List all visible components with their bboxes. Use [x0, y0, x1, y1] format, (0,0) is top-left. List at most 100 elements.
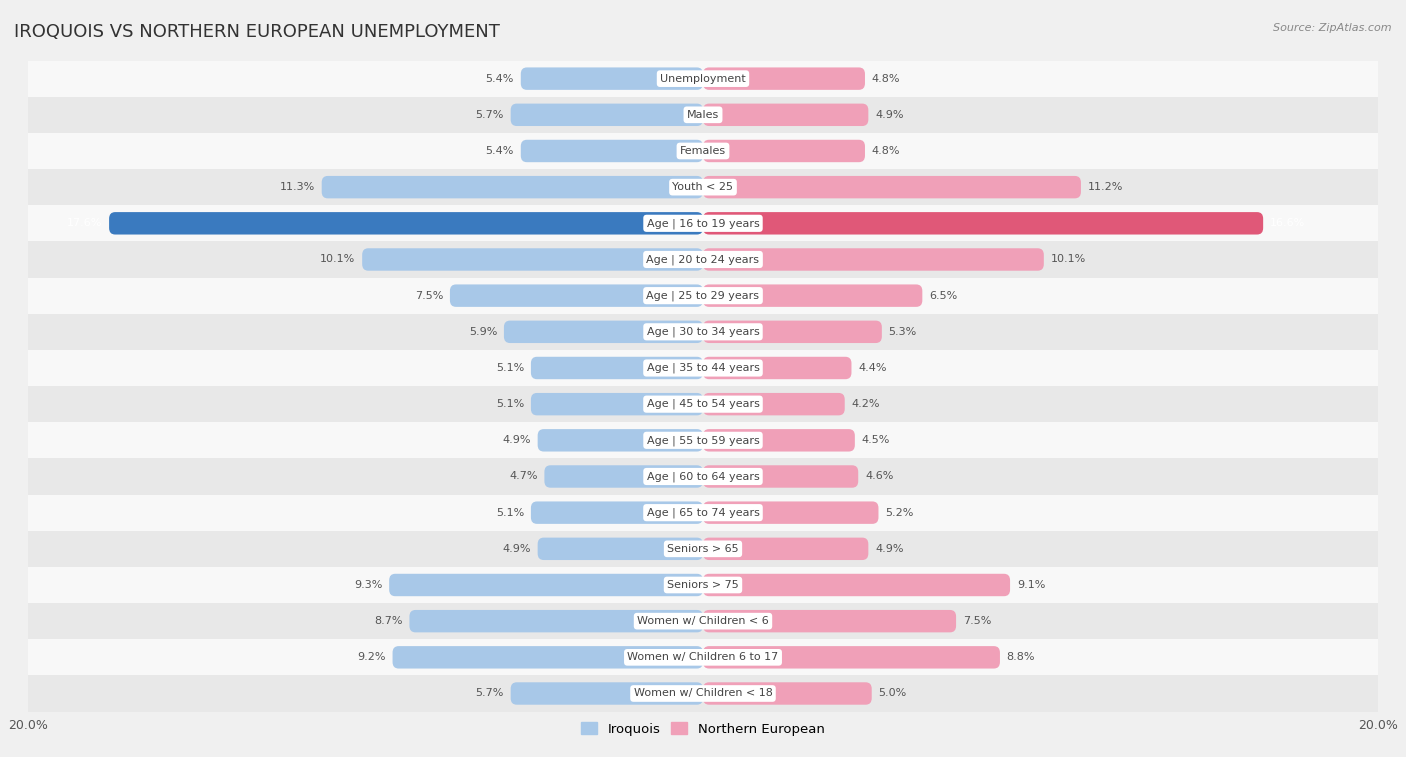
- Text: 10.1%: 10.1%: [1050, 254, 1085, 264]
- Text: 7.5%: 7.5%: [963, 616, 991, 626]
- Bar: [28, 313, 1378, 350]
- FancyBboxPatch shape: [703, 285, 922, 307]
- Bar: [28, 169, 1378, 205]
- Bar: [28, 278, 1378, 313]
- FancyBboxPatch shape: [110, 212, 703, 235]
- Text: 5.9%: 5.9%: [468, 327, 498, 337]
- Text: Women w/ Children < 6: Women w/ Children < 6: [637, 616, 769, 626]
- Text: Males: Males: [688, 110, 718, 120]
- Legend: Iroquois, Northern European: Iroquois, Northern European: [576, 717, 830, 741]
- Text: 5.1%: 5.1%: [496, 363, 524, 373]
- Text: Age | 65 to 74 years: Age | 65 to 74 years: [647, 507, 759, 518]
- FancyBboxPatch shape: [363, 248, 703, 271]
- Text: 5.2%: 5.2%: [886, 508, 914, 518]
- FancyBboxPatch shape: [703, 67, 865, 90]
- Text: 4.4%: 4.4%: [858, 363, 887, 373]
- Text: 10.1%: 10.1%: [321, 254, 356, 264]
- Bar: [28, 531, 1378, 567]
- FancyBboxPatch shape: [450, 285, 703, 307]
- Bar: [28, 639, 1378, 675]
- Bar: [28, 386, 1378, 422]
- Text: 11.2%: 11.2%: [1088, 182, 1123, 192]
- Bar: [28, 603, 1378, 639]
- FancyBboxPatch shape: [520, 67, 703, 90]
- Text: 9.2%: 9.2%: [357, 653, 385, 662]
- Text: Unemployment: Unemployment: [661, 73, 745, 83]
- FancyBboxPatch shape: [409, 610, 703, 632]
- Bar: [28, 205, 1378, 241]
- Text: Age | 16 to 19 years: Age | 16 to 19 years: [647, 218, 759, 229]
- FancyBboxPatch shape: [703, 682, 872, 705]
- FancyBboxPatch shape: [531, 393, 703, 416]
- Text: Age | 25 to 29 years: Age | 25 to 29 years: [647, 291, 759, 301]
- Bar: [28, 675, 1378, 712]
- Text: Age | 55 to 59 years: Age | 55 to 59 years: [647, 435, 759, 446]
- Bar: [28, 241, 1378, 278]
- Text: 4.8%: 4.8%: [872, 73, 900, 83]
- Text: 4.9%: 4.9%: [875, 110, 904, 120]
- FancyBboxPatch shape: [531, 501, 703, 524]
- FancyBboxPatch shape: [389, 574, 703, 597]
- Text: 6.5%: 6.5%: [929, 291, 957, 301]
- Bar: [28, 61, 1378, 97]
- Text: 4.9%: 4.9%: [502, 544, 531, 554]
- FancyBboxPatch shape: [703, 104, 869, 126]
- Text: IROQUOIS VS NORTHERN EUROPEAN UNEMPLOYMENT: IROQUOIS VS NORTHERN EUROPEAN UNEMPLOYME…: [14, 23, 501, 41]
- Text: Seniors > 75: Seniors > 75: [666, 580, 740, 590]
- Bar: [28, 350, 1378, 386]
- Bar: [28, 133, 1378, 169]
- FancyBboxPatch shape: [703, 610, 956, 632]
- Text: 5.4%: 5.4%: [485, 73, 515, 83]
- Text: 8.8%: 8.8%: [1007, 653, 1035, 662]
- Text: Women w/ Children < 18: Women w/ Children < 18: [634, 689, 772, 699]
- Text: 5.7%: 5.7%: [475, 110, 503, 120]
- FancyBboxPatch shape: [703, 574, 1010, 597]
- Text: 5.7%: 5.7%: [475, 689, 503, 699]
- Text: 8.7%: 8.7%: [374, 616, 402, 626]
- Text: Age | 30 to 34 years: Age | 30 to 34 years: [647, 326, 759, 337]
- Text: Age | 60 to 64 years: Age | 60 to 64 years: [647, 472, 759, 481]
- FancyBboxPatch shape: [703, 357, 852, 379]
- FancyBboxPatch shape: [703, 537, 869, 560]
- Text: 5.1%: 5.1%: [496, 399, 524, 409]
- Bar: [28, 567, 1378, 603]
- Text: 16.6%: 16.6%: [1270, 218, 1305, 229]
- FancyBboxPatch shape: [703, 176, 1081, 198]
- Text: 5.1%: 5.1%: [496, 508, 524, 518]
- Text: Females: Females: [681, 146, 725, 156]
- FancyBboxPatch shape: [703, 212, 1263, 235]
- Text: 9.1%: 9.1%: [1017, 580, 1045, 590]
- Text: 9.3%: 9.3%: [354, 580, 382, 590]
- Text: Youth < 25: Youth < 25: [672, 182, 734, 192]
- Text: 4.7%: 4.7%: [509, 472, 537, 481]
- Bar: [28, 97, 1378, 133]
- Text: 4.6%: 4.6%: [865, 472, 893, 481]
- FancyBboxPatch shape: [510, 682, 703, 705]
- Text: Women w/ Children 6 to 17: Women w/ Children 6 to 17: [627, 653, 779, 662]
- FancyBboxPatch shape: [510, 104, 703, 126]
- Bar: [28, 494, 1378, 531]
- Text: 7.5%: 7.5%: [415, 291, 443, 301]
- FancyBboxPatch shape: [703, 429, 855, 451]
- Text: 4.9%: 4.9%: [502, 435, 531, 445]
- Text: Age | 35 to 44 years: Age | 35 to 44 years: [647, 363, 759, 373]
- Text: Age | 45 to 54 years: Age | 45 to 54 years: [647, 399, 759, 410]
- Bar: [28, 459, 1378, 494]
- FancyBboxPatch shape: [703, 248, 1043, 271]
- FancyBboxPatch shape: [703, 501, 879, 524]
- FancyBboxPatch shape: [544, 466, 703, 488]
- Text: 4.9%: 4.9%: [875, 544, 904, 554]
- Text: 5.4%: 5.4%: [485, 146, 515, 156]
- FancyBboxPatch shape: [531, 357, 703, 379]
- FancyBboxPatch shape: [322, 176, 703, 198]
- Text: 5.0%: 5.0%: [879, 689, 907, 699]
- FancyBboxPatch shape: [703, 646, 1000, 668]
- Text: Seniors > 65: Seniors > 65: [668, 544, 738, 554]
- FancyBboxPatch shape: [703, 140, 865, 162]
- Text: 11.3%: 11.3%: [280, 182, 315, 192]
- FancyBboxPatch shape: [703, 393, 845, 416]
- Text: 4.5%: 4.5%: [862, 435, 890, 445]
- FancyBboxPatch shape: [703, 466, 858, 488]
- Bar: [28, 422, 1378, 459]
- Text: 17.6%: 17.6%: [67, 218, 103, 229]
